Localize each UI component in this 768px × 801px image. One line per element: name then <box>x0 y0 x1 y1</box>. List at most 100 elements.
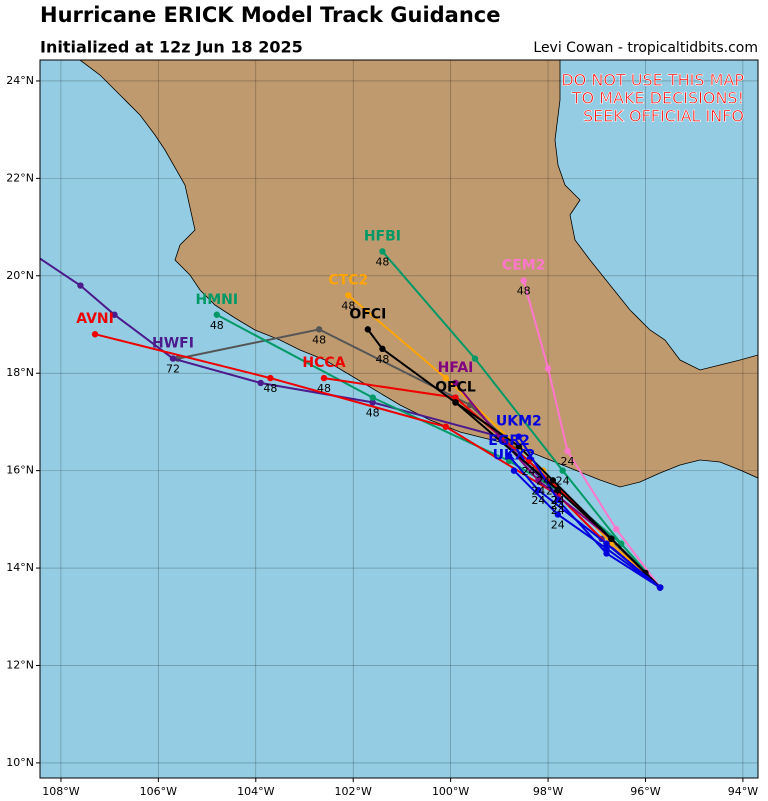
hour-label: 24 <box>536 475 550 488</box>
track-point <box>656 584 664 591</box>
track-point <box>442 423 449 430</box>
frame <box>39 59 759 779</box>
track-name: HWFI <box>152 336 194 352</box>
track-point <box>364 326 372 333</box>
hour-label: 24 <box>551 499 565 512</box>
y-tick-label: 24°N <box>6 74 34 87</box>
y-tick-label: 14°N <box>6 561 34 574</box>
x-tick-label: 94°W <box>728 785 758 798</box>
y-tick-label: 20°N <box>6 269 34 282</box>
track-point <box>19 243 25 249</box>
x-tick-label: 96°W <box>630 785 660 798</box>
hour-label: 24 <box>522 465 536 478</box>
hour-label: 48 <box>317 382 331 395</box>
track-name: OFCI <box>349 306 386 322</box>
track-point <box>554 486 561 494</box>
track-point <box>549 477 557 484</box>
track-name: EGR2 <box>488 433 530 449</box>
hour-label: 48 <box>210 319 224 332</box>
track-point <box>603 550 610 557</box>
track-point <box>535 486 542 494</box>
track-line <box>508 455 661 589</box>
track-point <box>559 467 566 474</box>
hour-label: 24 <box>551 504 565 517</box>
track-point <box>603 545 610 552</box>
track-point <box>452 379 459 387</box>
track-point <box>471 355 479 362</box>
hour-label: 24 <box>551 518 565 531</box>
hour-label: 48 <box>263 382 277 395</box>
map-area: 48 48 72 HWFI 24 48 HMNI 24 48 HFBI 24 48 CTC2 24 48 CE… <box>19 60 758 778</box>
hour-label: 48 <box>517 285 531 298</box>
track-line <box>517 435 661 589</box>
x-tick-label: 106°W <box>140 785 177 798</box>
track-point <box>257 379 264 387</box>
hour-label: 24 <box>551 494 565 507</box>
track-point <box>520 277 527 284</box>
track-point <box>505 452 513 460</box>
track-point <box>535 477 542 484</box>
land <box>79 60 758 488</box>
track-point <box>213 311 221 318</box>
hour-label: 48 <box>366 406 380 419</box>
credit: Levi Cowan - tropicaltidbits.com <box>533 40 758 56</box>
hour-label: 24 <box>531 494 545 507</box>
track-name: HFAI <box>438 360 474 376</box>
track-point <box>554 511 561 518</box>
y-tick-label: 22°N <box>6 171 34 184</box>
ticks: 108°W 106°W 104°W 102°W 100°W 98°W 96°W 94°W 10°… <box>6 74 758 798</box>
track-name: CTC2 <box>328 272 368 288</box>
track-point <box>77 282 84 289</box>
y-tick-label: 16°N <box>6 464 34 477</box>
track-point <box>613 525 620 533</box>
title: Hurricane ERICK Model Track Guidance <box>40 3 501 27</box>
track-name: OFCL <box>435 379 476 395</box>
warning-line: TO MAKE DECISIONS! <box>571 89 744 108</box>
track-point <box>564 447 571 455</box>
track-point <box>345 292 352 299</box>
track-point <box>515 433 523 440</box>
track-point <box>379 248 386 255</box>
track-point <box>91 331 99 338</box>
track-point <box>320 374 328 382</box>
track-name: HMNI <box>196 292 239 308</box>
hour-label: 48 <box>312 333 326 346</box>
track-name: AVNI <box>76 311 114 327</box>
hour-label: 24 <box>551 494 565 507</box>
track-point <box>379 345 386 353</box>
track-point <box>369 399 376 406</box>
hour-label: 24 <box>556 475 570 488</box>
x-tick-label: 108°W <box>42 785 79 798</box>
tracks: 48 48 72 HWFI 24 48 HMNI 24 48 HFBI 24 48 CTC2 24 48 CE… <box>19 228 664 591</box>
track-point <box>515 443 523 450</box>
hour-label: 72 <box>166 363 180 376</box>
warning-line: SEEK OFFICIAL INFO <box>583 107 744 126</box>
track-point <box>315 326 323 333</box>
warning-line: DO NOT USE THIS MAP <box>561 71 744 90</box>
track-point <box>603 540 610 547</box>
hour-label: 24 <box>531 484 545 497</box>
track-point <box>608 535 615 543</box>
track-name: HCCA <box>302 355 345 371</box>
x-tick-label: 102°W <box>335 785 372 798</box>
track-line <box>454 401 661 589</box>
x-tick-label: 104°W <box>237 785 274 798</box>
hour-label: 48 <box>375 353 389 366</box>
track-point <box>544 365 552 372</box>
track-point <box>617 540 625 547</box>
subtitle: Initialized at 12z Jun 18 2025 <box>40 38 303 57</box>
track-point <box>554 496 561 504</box>
track-point <box>452 394 459 401</box>
x-tick-label: 100°W <box>432 785 469 798</box>
hour-label: 24 <box>546 484 560 497</box>
x-tick-label: 98°W <box>533 785 563 798</box>
track-line <box>513 469 661 589</box>
track-point <box>510 467 518 474</box>
track-point <box>442 374 449 382</box>
grid <box>40 60 758 778</box>
track-labels: 48 48 72 HWFI 24 48 HMNI 24 48 HFBI 24 48 CTC2 24 48 CE… <box>76 228 574 531</box>
y-tick-label: 10°N <box>6 756 34 769</box>
y-tick-label: 12°N <box>6 658 34 671</box>
